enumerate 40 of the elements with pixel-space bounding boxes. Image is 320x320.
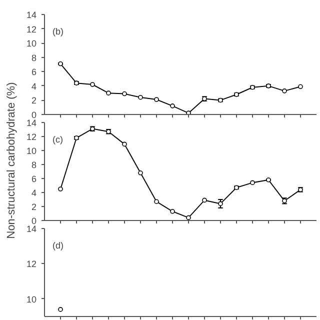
annotation: (c) (52, 134, 63, 144)
point (138, 94, 143, 100)
point (186, 110, 191, 114)
point (106, 90, 111, 96)
point (90, 82, 95, 87)
y-tick-label: 10 (26, 146, 37, 156)
point (122, 91, 127, 96)
point (122, 142, 127, 147)
y-tick-label: 12 (26, 132, 37, 142)
y-tick-label: 8 (31, 52, 37, 63)
y-tick-label: 6 (31, 174, 37, 184)
y-tick-label: 6 (31, 67, 37, 78)
y-axis-title: Non-structural carbohydrate (%) (6, 82, 18, 239)
point (186, 215, 191, 220)
y-tick-label: 10 (26, 38, 37, 49)
annotation: (b) (52, 26, 64, 36)
point (154, 97, 159, 102)
point (298, 84, 303, 90)
point (154, 199, 159, 204)
point (138, 170, 143, 176)
y-tick-label: 2 (31, 96, 37, 106)
y-tick-label: 4 (31, 81, 37, 92)
point (282, 88, 287, 94)
point (170, 209, 175, 214)
y-tick-label: 8 (31, 160, 37, 170)
y-tick-label: 2 (31, 202, 37, 212)
y-tick-label: 14 (26, 10, 37, 20)
y-tick-label: 12 (26, 259, 37, 270)
y-tick-label: 10 (26, 294, 37, 304)
y-tick-label: 0 (31, 216, 37, 226)
point (170, 104, 175, 108)
point (58, 186, 63, 192)
y-tick-label: 4 (31, 188, 37, 198)
y-tick-label: 12 (26, 24, 37, 34)
y-tick-label: 0 (31, 110, 37, 120)
y-tick-label: 14 (26, 224, 37, 234)
annotation: (d) (52, 240, 64, 250)
y-tick-label: 14 (26, 118, 37, 128)
point (250, 180, 255, 186)
point (202, 198, 207, 203)
